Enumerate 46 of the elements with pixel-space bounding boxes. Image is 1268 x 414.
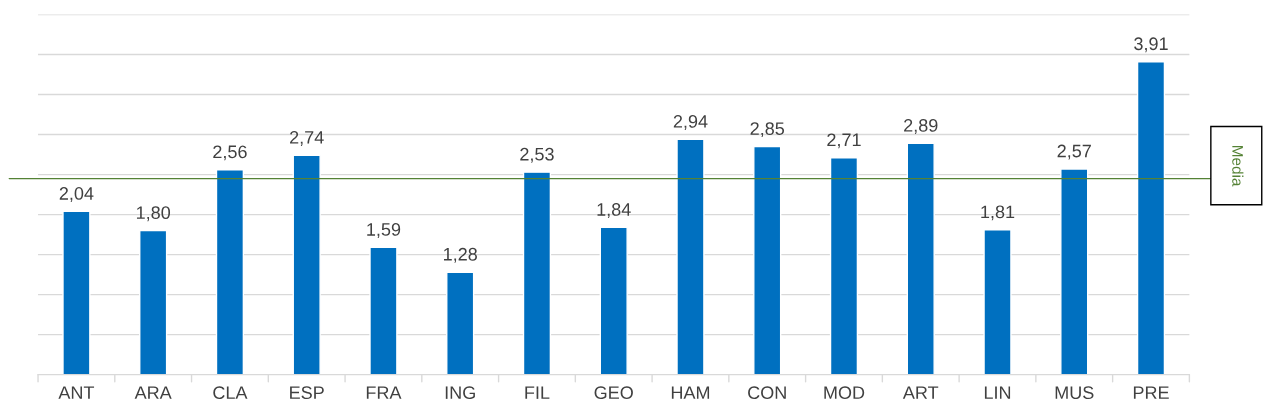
- x-tick-label: ANT: [58, 386, 95, 399]
- x-tick-label: MUS: [1055, 386, 1094, 400]
- x-tick-label: CLA: [213, 386, 248, 400]
- bar: [522, 171, 552, 375]
- bar: [292, 154, 321, 375]
- data-label: 2,53: [520, 147, 554, 163]
- data-label: 1,59: [367, 223, 401, 238]
- data-label: 2,57: [1057, 144, 1091, 160]
- bar: [1136, 61, 1166, 375]
- x-tick-label: ING: [445, 386, 475, 400]
- x-tick-label: CON: [748, 386, 786, 400]
- bar: [446, 271, 475, 375]
- data-label: 2,56: [213, 145, 247, 161]
- x-tick-label: GEO: [594, 386, 633, 400]
- data-label: 2,94: [673, 114, 708, 130]
- data-label: 1,84: [597, 203, 631, 218]
- data-label: 2,85: [750, 122, 785, 138]
- data-label: 1,28: [444, 247, 477, 263]
- data-label: 2,89: [904, 119, 938, 134]
- bar: [753, 145, 782, 375]
- x-tick-label: LIN: [984, 386, 1011, 399]
- bar: [599, 226, 628, 375]
- x-tick-label: FIL: [525, 386, 550, 399]
- ref-line-label: Media: [1232, 146, 1244, 187]
- data-label: 2,74: [290, 131, 324, 146]
- x-tick-label: FRA: [366, 386, 402, 399]
- bar: [369, 246, 398, 375]
- x-tick-label: MOD: [824, 386, 865, 400]
- data-label: 1,81: [981, 205, 1015, 221]
- x-tick-label: HAM: [671, 386, 710, 399]
- data-label: 2,04: [59, 187, 94, 202]
- bar: [139, 229, 168, 375]
- bar: [906, 142, 935, 375]
- x-tick-label: ART: [902, 386, 939, 399]
- bar: [215, 169, 245, 375]
- bar: [676, 138, 705, 375]
- x-tick-label: ARA: [134, 386, 172, 399]
- bar: [983, 229, 1012, 375]
- data-label: 1,80: [136, 206, 171, 222]
- bar: [62, 210, 91, 375]
- bar: [1060, 168, 1089, 375]
- bar: [829, 157, 859, 375]
- data-label: 3,91: [1134, 37, 1168, 53]
- x-tick-label: PRE: [1133, 386, 1169, 399]
- x-tick-label: ESP: [290, 386, 324, 400]
- data-label: 2,71: [827, 133, 861, 149]
